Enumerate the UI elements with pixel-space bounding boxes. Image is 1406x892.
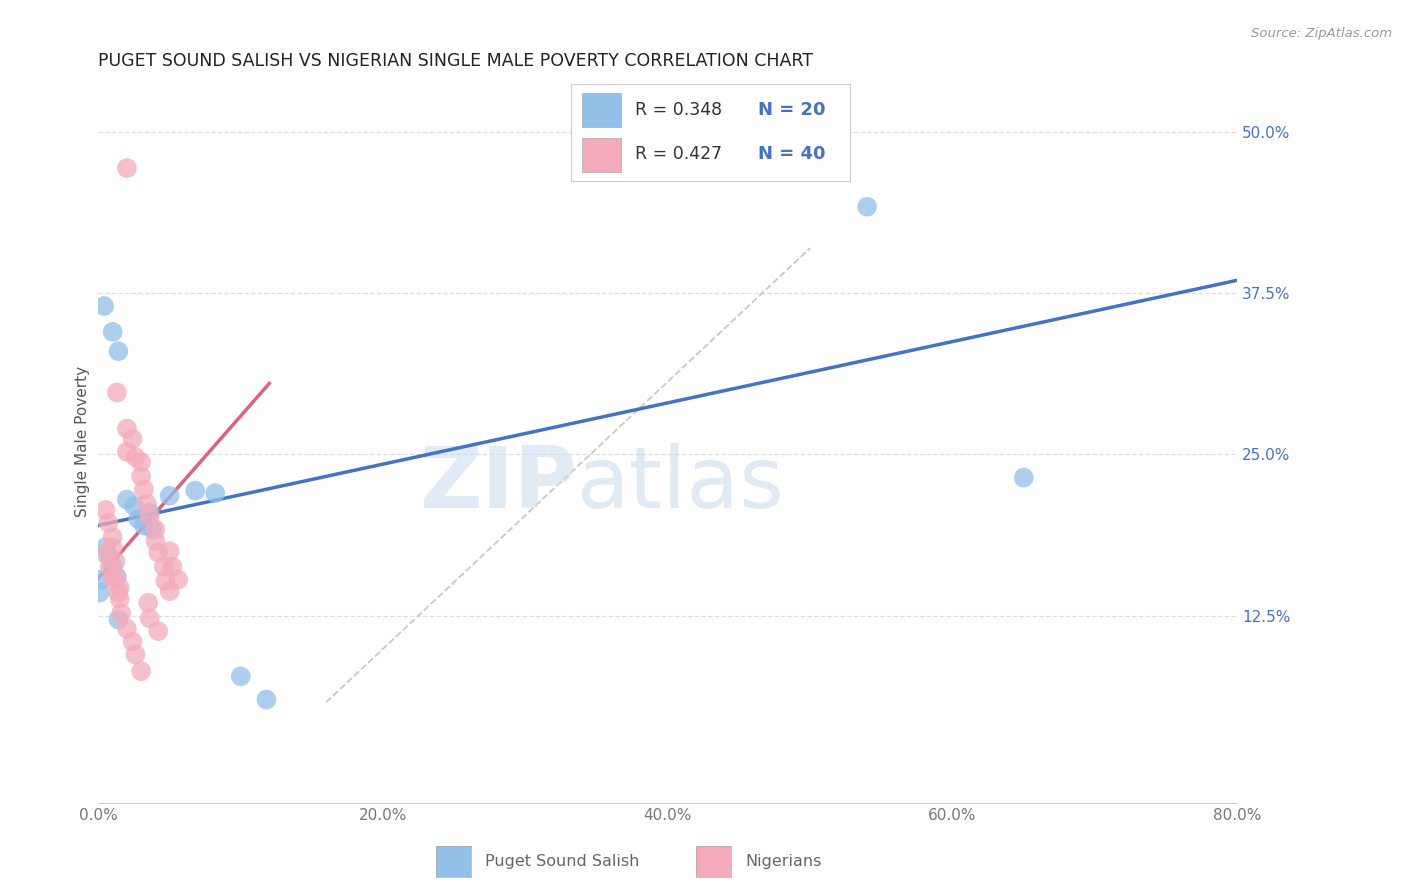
Text: Puget Sound Salish: Puget Sound Salish [485, 855, 640, 869]
Point [122, 499, 145, 513]
Point [135, 496, 157, 510]
Point [124, 648, 146, 662]
Point [138, 506, 160, 520]
Point [121, 634, 143, 648]
Point [115, 161, 138, 175]
Point [93, 299, 115, 313]
Text: N = 20: N = 20 [758, 101, 825, 120]
Text: PUGET SOUND SALISH VS NIGERIAN SINGLE MALE POVERTY CORRELATION CHART: PUGET SOUND SALISH VS NIGERIAN SINGLE MA… [98, 53, 814, 70]
Point [132, 518, 155, 533]
Y-axis label: Single Male Poverty: Single Male Poverty [75, 366, 90, 517]
Point [108, 580, 131, 594]
Point [98, 550, 121, 565]
Point [129, 469, 152, 483]
Point [141, 522, 163, 536]
Text: Source: ZipAtlas.com: Source: ZipAtlas.com [1251, 27, 1392, 40]
Point [167, 573, 190, 587]
Point [101, 530, 124, 544]
Point [856, 200, 879, 214]
Point [94, 503, 117, 517]
Point [104, 568, 127, 582]
Point [115, 622, 138, 636]
Point [127, 512, 149, 526]
Point [97, 516, 120, 530]
Text: Nigerians: Nigerians [745, 855, 821, 869]
Point [115, 492, 138, 507]
Point [159, 544, 181, 558]
Point [108, 591, 131, 606]
Text: R = 0.348: R = 0.348 [636, 101, 723, 120]
Point [229, 669, 252, 683]
Point [132, 483, 155, 497]
Point [159, 489, 181, 503]
Point [107, 344, 129, 359]
Text: N = 40: N = 40 [758, 145, 825, 163]
Point [121, 432, 143, 446]
Point [1012, 471, 1035, 485]
Point [101, 573, 124, 587]
Point [124, 450, 146, 464]
Point [148, 624, 170, 639]
Point [101, 541, 124, 555]
Point [204, 486, 226, 500]
Point [105, 570, 128, 584]
Point [101, 559, 124, 574]
Point [115, 445, 138, 459]
Text: R = 0.427: R = 0.427 [636, 145, 723, 163]
Point [162, 559, 184, 574]
Point [98, 559, 121, 574]
Point [145, 533, 167, 548]
Point [254, 692, 277, 706]
Point [89, 585, 111, 599]
Point [145, 522, 167, 536]
FancyBboxPatch shape [582, 93, 621, 127]
Point [94, 541, 117, 555]
Point [155, 574, 177, 588]
Point [136, 596, 159, 610]
Point [148, 545, 170, 559]
Text: atlas: atlas [576, 443, 785, 526]
Point [184, 483, 207, 498]
Point [115, 422, 138, 436]
Point [104, 555, 127, 569]
Point [138, 611, 160, 625]
Point [105, 385, 128, 400]
Point [129, 664, 152, 678]
Point [138, 509, 160, 524]
FancyBboxPatch shape [582, 137, 621, 171]
Point [107, 613, 129, 627]
Point [129, 455, 152, 469]
Point [94, 547, 117, 561]
Point [153, 559, 176, 574]
Point [110, 606, 132, 620]
Point [159, 584, 181, 599]
Point [107, 585, 129, 599]
Text: ZIP: ZIP [419, 443, 576, 526]
Point [101, 325, 124, 339]
Point [90, 573, 112, 587]
